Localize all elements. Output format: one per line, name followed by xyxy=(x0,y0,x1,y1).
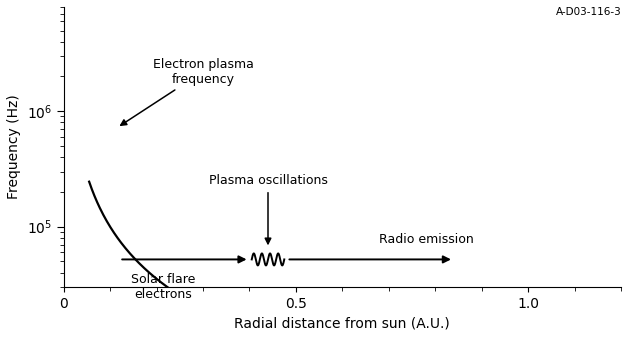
Text: Electron plasma
frequency: Electron plasma frequency xyxy=(121,58,254,125)
Text: Radio emission: Radio emission xyxy=(379,233,474,246)
Text: Plasma oscillations: Plasma oscillations xyxy=(208,174,327,244)
X-axis label: Radial distance from sun (A.U.): Radial distance from sun (A.U.) xyxy=(234,316,450,330)
Text: Solar flare
electrons: Solar flare electrons xyxy=(131,273,196,301)
Y-axis label: Frequency (Hz): Frequency (Hz) xyxy=(7,94,21,199)
Text: A-D03-116-3: A-D03-116-3 xyxy=(556,7,622,17)
